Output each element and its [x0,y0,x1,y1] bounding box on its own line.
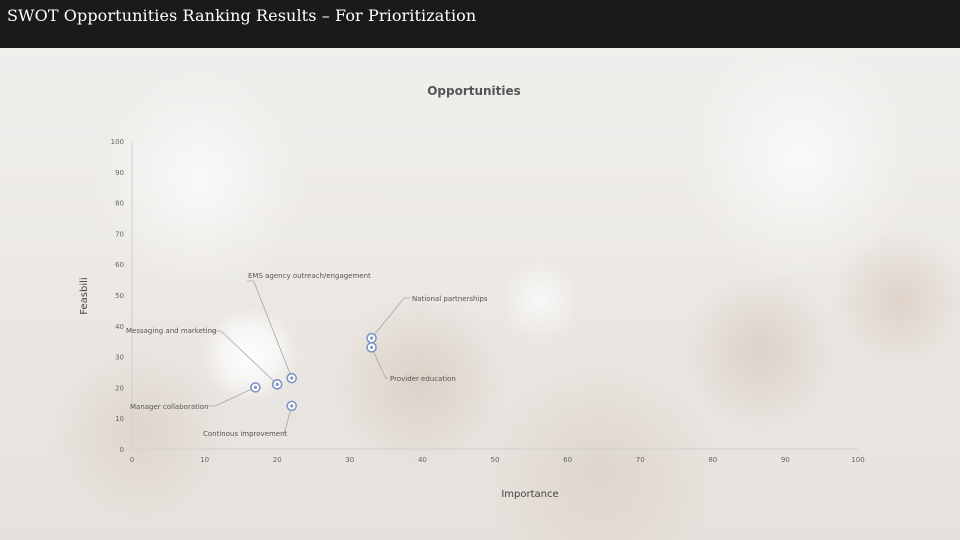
y-tick-labels: 0 10 20 30 40 50 60 70 80 90 100 [111,138,124,454]
slide-title: SWOT Opportunities Ranking Results – For… [7,6,477,25]
y-tick-label: 80 [115,200,124,208]
x-tick-label: 40 [418,456,427,464]
annotation-label: Provider education [390,375,456,383]
x-axis-label: Importance [501,489,558,500]
annotation-leader-line [371,297,410,339]
y-tick-label: 10 [115,415,124,423]
annotation-leaders [208,280,410,434]
y-tick-label: 90 [115,169,124,177]
data-points [250,332,377,412]
x-tick-label: 10 [200,456,209,464]
y-tick-label: 0 [120,446,124,454]
annotation-leader-line [211,330,278,385]
annotation-labels: EMS agency outreach/engagement National p… [126,272,488,438]
annotation-label: Messaging and marketing [126,327,216,335]
data-point-core [369,336,374,340]
y-tick-label: 40 [115,323,124,331]
annotation-leader-line [371,347,388,379]
chart-title: Opportunities [427,84,521,98]
x-tick-label: 100 [851,456,864,464]
annotation-label: National partnerships [412,295,488,303]
x-tick-labels: 0 10 20 30 40 50 60 70 80 90 100 [130,456,865,464]
x-tick-label: 50 [491,456,500,464]
data-point-core [369,345,374,349]
x-tick-label: 60 [563,456,572,464]
x-tick-label: 90 [781,456,790,464]
annotation-label: Continous improvement [203,430,288,438]
data-point-core [275,382,279,386]
annotation-leader-line [283,405,293,434]
annotation-leader-line [247,280,293,379]
axes [131,141,858,450]
y-axis-label: Feasbili [79,277,90,314]
annotation-label: EMS agency outreach/engagement [248,272,371,280]
x-tick-label: 80 [708,456,717,464]
annotation-leader-line [208,387,256,407]
data-point-core [290,376,294,380]
x-tick-label: 70 [636,456,645,464]
x-tick-label: 0 [130,456,134,464]
y-tick-label: 60 [115,261,124,269]
y-tick-label: 50 [115,292,124,300]
y-tick-label: 30 [115,354,124,362]
data-point-core [253,385,258,389]
y-tick-label: 100 [111,138,124,146]
title-bar: SWOT Opportunities Ranking Results – For… [0,0,960,48]
x-tick-label: 20 [273,456,282,464]
y-tick-label: 70 [115,230,124,238]
annotation-label: Manager collaboration [130,403,209,411]
data-point-core [290,404,294,408]
x-tick-label: 30 [345,456,354,464]
y-tick-label: 20 [115,384,124,392]
